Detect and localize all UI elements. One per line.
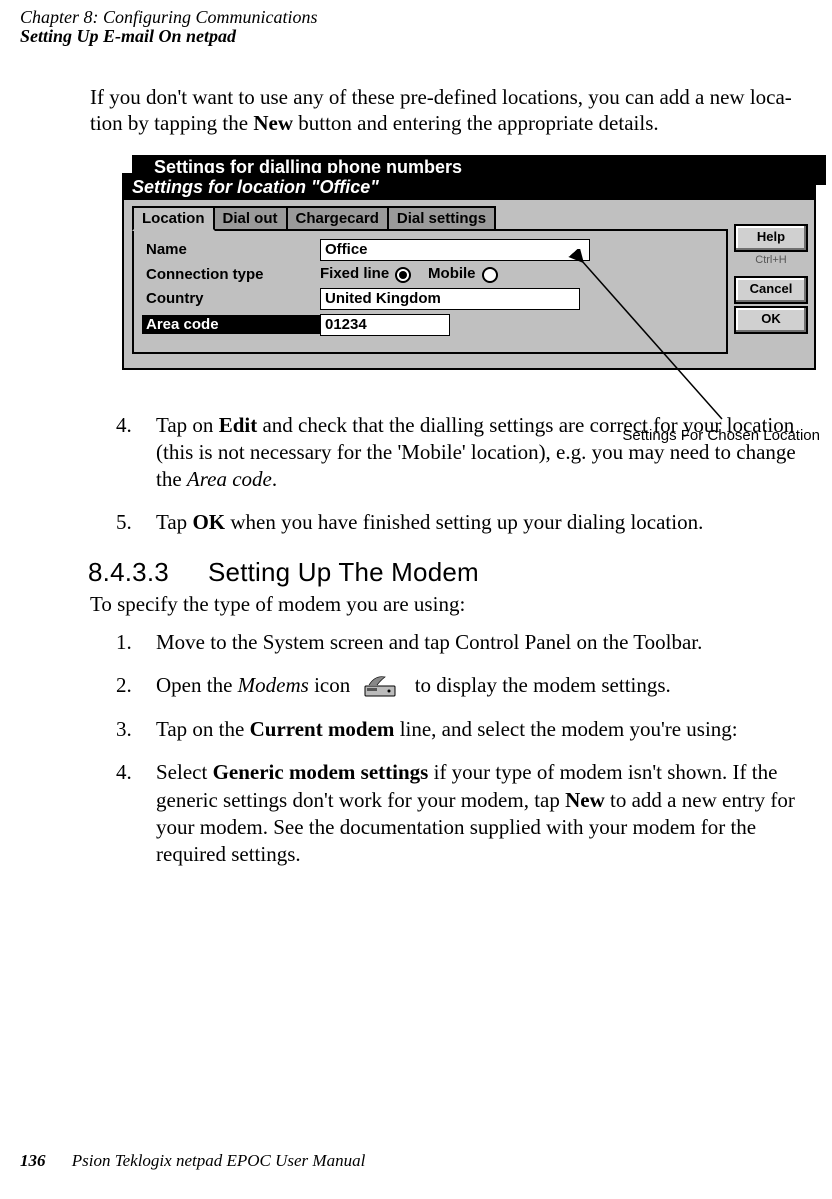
subsection-heading: 8.4.3.3 Setting Up The Modem xyxy=(88,557,802,588)
intro-text-bold: New xyxy=(253,111,293,135)
modem-step1-number: 1. xyxy=(90,629,156,656)
settings-screenshot: Settings for dialling phone numbers Sett… xyxy=(122,155,812,352)
page-header: Chapter 8: Configuring Communications Se… xyxy=(20,8,318,46)
modem-step1-text: Move to the System screen and tap Contro… xyxy=(156,629,802,656)
modem-step3-text: Tap on the Current modem line, and selec… xyxy=(156,716,802,743)
heading-number: 8.4.3.3 xyxy=(88,557,208,588)
screenshot-caption: Settings For Chosen Location xyxy=(622,427,820,444)
intro-paragraph: If you don't want to use any of these pr… xyxy=(90,84,802,137)
front-window-title: Settings for location "Office" xyxy=(124,175,814,200)
radio-mobile[interactable] xyxy=(482,267,498,283)
name-input[interactable]: Office xyxy=(320,239,590,261)
subsection-intro: To specify the type of modem you are usi… xyxy=(90,592,802,617)
area-code-input[interactable]: 01234 xyxy=(320,314,450,336)
radio-mobile-label: Mobile xyxy=(428,265,476,282)
modem-step4-number: 4. xyxy=(90,759,156,868)
modem-step2-text: Open the Modems icon to display the mode… xyxy=(156,672,802,700)
radio-fixed-line[interactable] xyxy=(395,267,411,283)
front-window: Settings for location "Office" Location … xyxy=(122,173,816,370)
step5-number: 5. xyxy=(90,509,156,536)
help-shortcut: Ctrl+H xyxy=(734,254,808,266)
modems-icon xyxy=(363,674,401,700)
ok-button[interactable]: OK xyxy=(734,306,808,334)
modem-step4-text: Select Generic modem settings if your ty… xyxy=(156,759,802,868)
modem-step2-number: 2. xyxy=(90,672,156,700)
connection-type-radios: Fixed line Mobile xyxy=(320,265,718,282)
label-connection-type: Connection type xyxy=(142,265,320,284)
label-name: Name xyxy=(142,240,320,259)
form-area: Name Office Connection type Fixed line M… xyxy=(132,231,728,354)
step5-text: Tap OK when you have finished setting up… xyxy=(156,509,802,536)
country-input[interactable]: United Kingdom xyxy=(320,288,580,310)
steps-list-2: 1. Move to the System screen and tap Con… xyxy=(90,629,802,869)
modem-step3-number: 3. xyxy=(90,716,156,743)
footer-title: Psion Teklogix netpad EPOC User Manual xyxy=(72,1151,366,1170)
page-number: 136 xyxy=(20,1151,46,1170)
radio-fixed-line-label: Fixed line xyxy=(320,265,389,282)
section-line: Setting Up E-mail On netpad xyxy=(20,27,318,46)
step4-text: Tap on Edit and check that the dialling … xyxy=(156,412,802,494)
chapter-line: Chapter 8: Configuring Communications xyxy=(20,8,318,27)
help-button[interactable]: Help xyxy=(734,224,808,252)
tab-strip: Location Dial out Chargecard Dial settin… xyxy=(132,206,728,231)
tab-dial-out[interactable]: Dial out xyxy=(213,206,288,229)
tab-chargecard[interactable]: Chargecard xyxy=(286,206,389,229)
step4-number: 4. xyxy=(90,412,156,494)
tab-location[interactable]: Location xyxy=(132,206,215,231)
page-footer: 136 Psion Teklogix netpad EPOC User Manu… xyxy=(20,1151,365,1171)
cancel-button[interactable]: Cancel xyxy=(734,276,808,304)
label-country: Country xyxy=(142,289,320,308)
tab-dial-settings[interactable]: Dial settings xyxy=(387,206,496,229)
heading-title: Setting Up The Modem xyxy=(208,557,479,588)
label-area-code: Area code xyxy=(142,315,320,334)
intro-text-post: button and entering the appropriate deta… xyxy=(293,111,659,135)
